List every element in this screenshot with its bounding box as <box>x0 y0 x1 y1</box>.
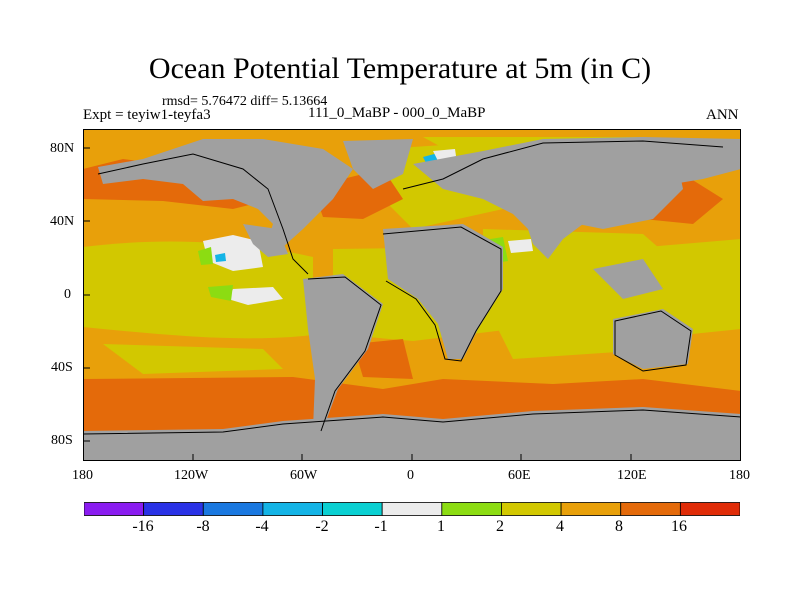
arabian-white <box>508 239 533 253</box>
lat-tick-0: 0 <box>64 287 71 302</box>
coastlines <box>83 140 741 435</box>
lat-tick-40n: 40N <box>50 214 75 229</box>
colorbar-swatches <box>84 502 740 516</box>
colorbar-label-m8: -8 <box>196 518 210 535</box>
cool-patch <box>215 253 226 262</box>
colorbar-label-8: 8 <box>615 518 623 535</box>
lat-tick-40s: 40S <box>51 360 73 375</box>
north-america-land <box>98 139 353 247</box>
lon-tick-180e: 180 <box>729 468 750 483</box>
land-masses <box>83 137 741 461</box>
lon-tick-180w: 180 <box>72 468 93 483</box>
colorbar-label-m16: -16 <box>132 518 154 535</box>
equatorial-white <box>228 287 283 305</box>
colorbar-swatch <box>202 502 264 516</box>
australia-land <box>613 309 693 369</box>
east-asia-land <box>531 141 683 229</box>
stats-line: rmsd= 5.76472 diff= 5.13664 <box>162 94 328 109</box>
colorbar-swatch <box>679 502 740 516</box>
colorbar-swatch <box>441 502 502 516</box>
colorbar-swatch <box>84 502 145 516</box>
mexico-land <box>243 224 288 257</box>
africa-land <box>383 224 503 359</box>
lat-tick-80s: 80S <box>51 433 73 448</box>
colorbar-swatch <box>322 502 383 516</box>
colorbar-label-4: 4 <box>556 518 564 535</box>
lon-tick-60e: 60E <box>508 468 531 483</box>
india-land <box>523 214 563 259</box>
colorbar-swatch <box>620 502 681 516</box>
expt-label: Expt = teyiw1-teyfa3 <box>83 107 211 123</box>
lon-tick-120w: 120W <box>174 468 209 483</box>
outline-africa <box>382 226 502 362</box>
outline-eurasia <box>402 140 724 190</box>
plot-title: Ocean Potential Temperature at 5m (in C) <box>148 52 652 85</box>
colorbar-swatch <box>501 502 562 516</box>
experiment-name: 111_0_MaBP - 000_0_MaBP <box>308 105 486 121</box>
temperature-map <box>83 129 741 461</box>
lon-tick-0: 0 <box>407 468 414 483</box>
colorbar-label-16: 16 <box>671 518 687 535</box>
south-america-land <box>303 274 383 429</box>
antarctica-land <box>83 407 741 461</box>
colorbar-label-m1: -1 <box>374 518 388 535</box>
greenland-land <box>343 139 413 189</box>
lat-tick-80n: 80N <box>50 141 75 156</box>
lon-tick-60w: 60W <box>290 468 318 483</box>
colorbar-label-m2: -2 <box>315 518 329 535</box>
outline-australia <box>614 310 692 372</box>
east-pacific-green <box>198 247 213 265</box>
season-label: ANN <box>706 107 739 123</box>
colorbar-swatch <box>262 502 323 516</box>
colorbar-label-1: 1 <box>437 518 445 535</box>
tick-marks <box>83 147 632 461</box>
east-pacific-white <box>203 235 263 271</box>
south-pacific-yellow <box>103 344 283 374</box>
colorbar-label-m4: -4 <box>255 518 269 535</box>
colorbar-label-2: 2 <box>496 518 504 535</box>
outline-north-america <box>97 153 309 275</box>
tropical-band <box>83 241 313 339</box>
colorbar-swatch <box>560 502 622 516</box>
colorbar <box>84 502 740 516</box>
equatorial-green <box>208 285 233 301</box>
lon-tick-120e: 120E <box>617 468 647 483</box>
outline-south-america <box>307 276 382 432</box>
colorbar-swatch <box>143 502 204 516</box>
southeast-asia-land <box>593 259 663 299</box>
colorbar-swatch <box>381 502 443 516</box>
outline-antarctica <box>83 409 741 435</box>
